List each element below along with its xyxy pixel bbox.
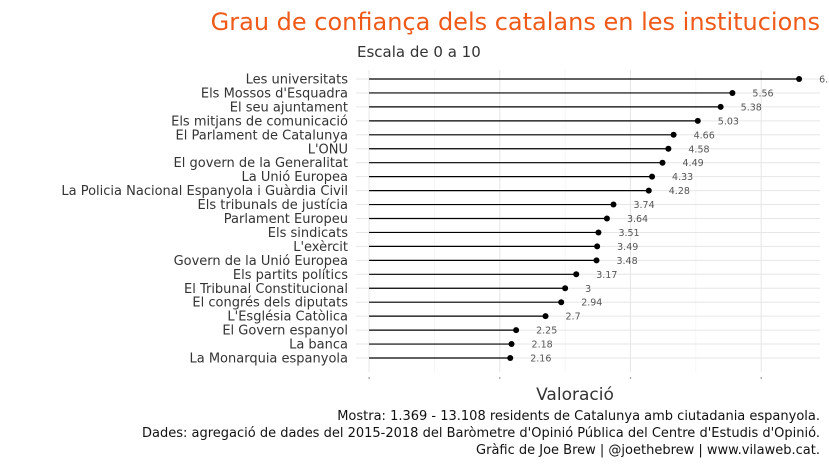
category-label: La Monarquia espanyola [190, 352, 349, 367]
value-label: 5.03 [718, 116, 739, 127]
category-label: Parlament Europeu [224, 212, 348, 227]
chart-subtitle: Escala de 0 a 10 [357, 43, 481, 61]
lollipop-point [610, 202, 616, 208]
category-label: L'ONU [308, 142, 348, 157]
lollipop-point [604, 216, 610, 222]
category-label: El seu ajuntament [230, 100, 348, 115]
category-label: L'Església Catòlica [227, 310, 348, 325]
value-label: 3.74 [633, 200, 654, 211]
lollipop-point [665, 146, 671, 152]
lollipop-point [509, 341, 515, 347]
value-label: 4.58 [688, 144, 709, 155]
caption-source: Dades: agregació de dades del 2015-2018 … [142, 426, 820, 441]
lollipop-point [660, 160, 666, 166]
x-tick-mark [368, 377, 370, 379]
value-label: 2.18 [532, 340, 553, 351]
category-label: El Govern espanyol [222, 324, 348, 339]
category-label: L'exèrcit [293, 240, 348, 255]
value-label: 5.38 [741, 102, 762, 113]
category-label: Els tribunals de justícia [198, 198, 348, 213]
lollipop-point [507, 355, 513, 361]
x-tick-mark [760, 377, 762, 379]
value-label: 4.33 [672, 172, 693, 183]
lollipop-point [593, 257, 599, 263]
category-label: El congrés dels diputats [192, 296, 348, 311]
category-label: El govern de la Generalitat [174, 156, 348, 171]
grid [356, 70, 820, 379]
x-axis-label: Valoració [536, 385, 614, 405]
lollipop-point [718, 104, 724, 110]
lollipop-point [796, 76, 802, 82]
value-label: 2.7 [566, 312, 581, 323]
value-label: 3 [585, 284, 591, 295]
category-label: La Policia Nacional Espanyola i Guàrdia … [61, 184, 348, 199]
value-label: 3.49 [617, 242, 638, 253]
lollipop-point [543, 313, 549, 319]
chart-title: Grau de confiança dels catalans en les i… [211, 8, 820, 36]
lollipop-point [671, 132, 677, 138]
category-label: Els mitjans de comunicació [171, 114, 348, 129]
value-label: 3.51 [618, 228, 639, 239]
value-label: 2.25 [536, 326, 557, 337]
lollipop-point [595, 229, 601, 235]
value-label: 4.49 [683, 158, 704, 169]
category-label: Els Mossos d'Esquadra [201, 86, 348, 101]
lollipop-point [562, 285, 568, 291]
value-label: 5.56 [752, 88, 773, 99]
value-label: 3.48 [616, 256, 637, 267]
value-label: 4.28 [669, 186, 690, 197]
value-label: 3.64 [627, 214, 648, 225]
category-label: Els sindicats [268, 226, 348, 241]
x-tick-mark [499, 377, 501, 379]
lollipop-point [646, 188, 652, 194]
category-label: La banca [289, 338, 348, 353]
category-label: Els partits polítics [233, 268, 348, 283]
value-label: 6.58 [819, 75, 829, 86]
caption-sample: Mostra: 1.369 - 13.108 residents de Cata… [337, 409, 820, 424]
lollipop-point [649, 174, 655, 180]
value-label: 3.17 [596, 270, 617, 281]
x-tick-mark [630, 377, 632, 379]
category-label: La Unió Europea [242, 170, 348, 185]
lollipop-point [695, 118, 701, 124]
data-marks: Les universitats 6.58 Els Mossos d'Esquadr… [61, 73, 829, 367]
lollipop-point [513, 327, 519, 333]
caption-credit: Gràfic de Joe Brew | @joethebrew | www.v… [476, 443, 820, 458]
lollipop-point [729, 90, 735, 96]
category-label: El Parlament de Catalunya [176, 128, 348, 143]
category-label: Les universitats [246, 73, 349, 88]
category-label: Govern de la Unió Europea [174, 254, 348, 269]
lollipop-point [558, 299, 564, 305]
value-label: 2.94 [581, 298, 602, 309]
value-label: 2.16 [530, 354, 551, 365]
value-label: 4.66 [694, 130, 715, 141]
category-label: El Tribunal Constitucional [184, 282, 348, 297]
lollipop-point [594, 243, 600, 249]
lollipop-point [573, 271, 579, 277]
